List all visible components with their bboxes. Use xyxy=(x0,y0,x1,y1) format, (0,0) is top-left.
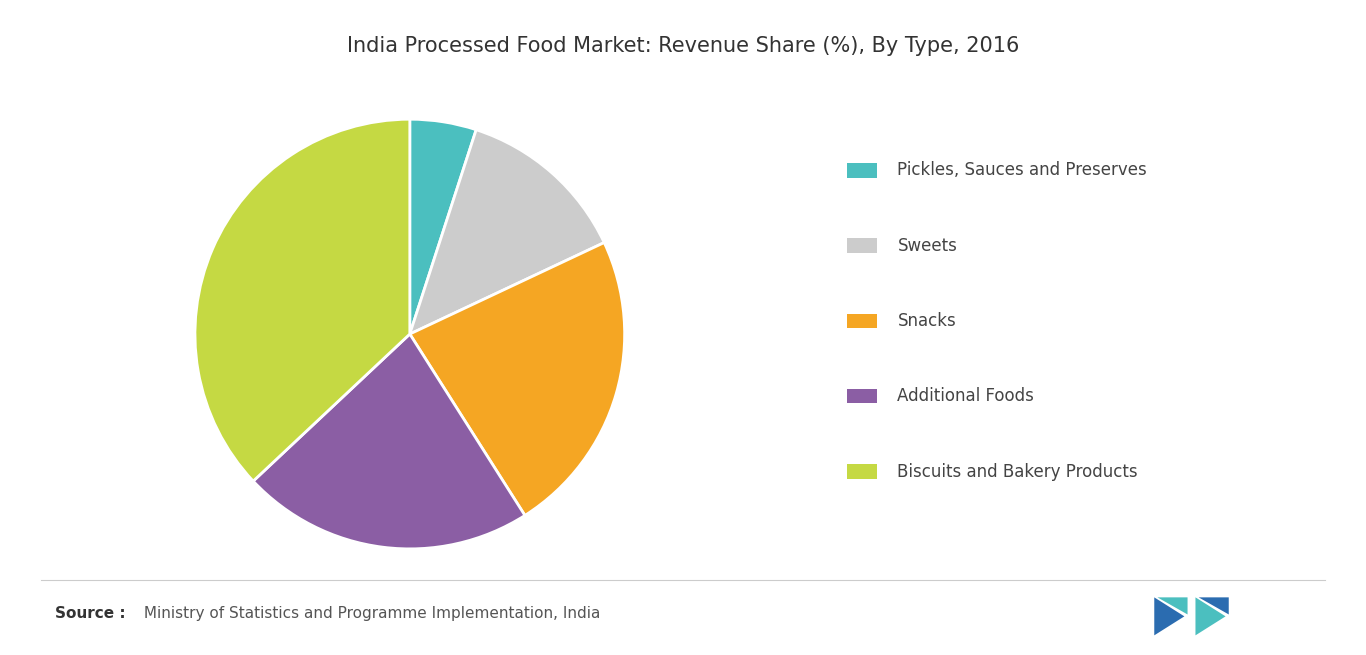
Text: India Processed Food Market: Revenue Share (%), By Type, 2016: India Processed Food Market: Revenue Sha… xyxy=(347,36,1019,56)
Text: Ministry of Statistics and Programme Implementation, India: Ministry of Statistics and Programme Imp… xyxy=(139,607,601,621)
Bar xyxy=(847,238,877,253)
Text: Additional Foods: Additional Foods xyxy=(897,387,1034,405)
Text: Pickles, Sauces and Preserves: Pickles, Sauces and Preserves xyxy=(897,161,1147,179)
Text: Snacks: Snacks xyxy=(897,312,956,330)
Wedge shape xyxy=(410,242,624,515)
Polygon shape xyxy=(1157,597,1187,614)
Wedge shape xyxy=(410,119,477,334)
Bar xyxy=(847,464,877,479)
Text: Sweets: Sweets xyxy=(897,236,958,255)
Polygon shape xyxy=(1154,597,1184,635)
Polygon shape xyxy=(1195,597,1225,635)
Wedge shape xyxy=(253,334,525,549)
Text: Source :: Source : xyxy=(55,607,126,621)
Bar xyxy=(847,314,877,328)
Wedge shape xyxy=(195,119,410,481)
Bar xyxy=(847,389,877,403)
Text: Biscuits and Bakery Products: Biscuits and Bakery Products xyxy=(897,462,1138,481)
Wedge shape xyxy=(410,130,604,334)
Bar xyxy=(847,163,877,178)
Polygon shape xyxy=(1198,597,1229,614)
